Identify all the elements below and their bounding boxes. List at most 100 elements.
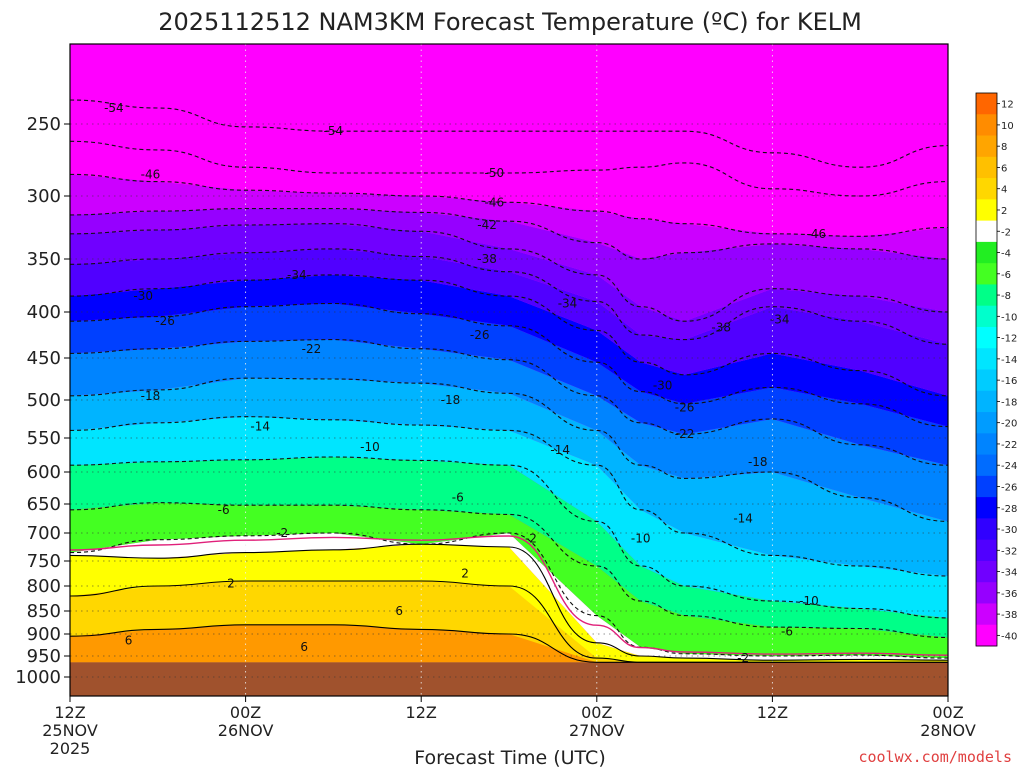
pressure-tick-label: 450	[27, 348, 61, 369]
isotherm-line	[69, 543, 949, 661]
isotherm-line	[69, 302, 949, 428]
isotherm-label-text: -30	[133, 289, 153, 303]
isotherm-line	[69, 274, 949, 397]
colorbar-swatch	[976, 454, 997, 477]
isotherm-label: -50	[485, 166, 505, 180]
pressure-tick-label: 550	[27, 428, 61, 449]
temperature-band	[70, 378, 948, 576]
warm-layer-shading	[70, 581, 948, 663]
credit-link[interactable]: coolwx.com/models	[858, 748, 1012, 766]
colorbar-label: -22	[1001, 440, 1017, 451]
isotherm-label-text: 2	[461, 567, 469, 581]
isotherm-label: -46	[485, 195, 505, 209]
chart-title: 2025112512 NAM3KM Forecast Temperature (…	[158, 8, 862, 36]
isotherm-label-text: -26	[155, 314, 175, 328]
date-tick-label: 27NOV	[569, 721, 625, 740]
colorbar-label: -2	[1001, 227, 1011, 238]
colorbar-swatch	[976, 135, 997, 158]
temperature-band	[70, 457, 948, 638]
colorbar-swatch	[976, 369, 997, 392]
isotherm-label-text: -34	[558, 297, 578, 311]
isotherm-label: -34	[558, 297, 578, 311]
colorbar-frame	[975, 92, 998, 647]
isotherm-label-text: 6	[125, 634, 133, 648]
isotherm-label-text: -2	[525, 532, 537, 546]
temperature-band	[70, 303, 948, 466]
isotherm-label: -34	[770, 312, 790, 326]
isotherm-line	[69, 502, 949, 639]
colorbar-swatch	[976, 93, 997, 115]
colorbar-label: -40	[1001, 631, 1017, 642]
colorbar-swatch	[976, 560, 997, 583]
isotherm-line	[69, 456, 949, 619]
isotherm-label: -26	[470, 328, 490, 342]
isotherm-label: -26	[675, 401, 695, 415]
isotherm-label-text: -30	[653, 379, 673, 393]
colorbar-label: -36	[1001, 589, 1017, 600]
time-tick-label: 00Z	[581, 703, 612, 722]
colorbar-label: -30	[1001, 525, 1017, 536]
pressure-tick-label: 400	[27, 302, 61, 323]
temperature-band	[70, 248, 948, 396]
isotherm-line	[69, 99, 949, 168]
isotherm-contours	[69, 99, 949, 663]
temperature-band	[70, 174, 948, 259]
isotherm-label: -22	[675, 427, 695, 441]
pressure-tick-label: 700	[27, 523, 61, 544]
temperature-band	[70, 141, 948, 237]
isotherm-label-text: -6	[452, 491, 464, 505]
isotherm-label: -22	[302, 342, 322, 356]
isotherm-label: -10	[631, 532, 651, 546]
temperature-band	[70, 100, 948, 196]
isotherm-label-text: -2	[737, 651, 749, 665]
pressure-tick-label: 300	[27, 186, 61, 207]
pressure-tick-label: 850	[27, 601, 61, 622]
colorbar-swatch	[976, 241, 997, 264]
isotherm-label-text: -46	[485, 195, 505, 209]
colorbar-swatch	[976, 497, 997, 519]
colorbar-swatch	[976, 305, 997, 328]
isotherm-label: 6	[125, 634, 133, 648]
ground-layer	[70, 662, 948, 696]
pressure-tick-label: 900	[27, 624, 61, 645]
colorbar-label: -32	[1001, 546, 1017, 557]
isotherm-label: -10	[799, 594, 819, 608]
colorbar-swatch	[976, 348, 997, 370]
date-tick-label: 28NOV	[920, 721, 976, 740]
isotherm-label-text: -14	[550, 443, 570, 457]
isotherm-label-text: -10	[360, 440, 380, 454]
colorbar-swatch	[976, 178, 997, 200]
isotherm-labels: -54-54-46 -50-46-42-46-38-34-30-34-26 -34-…	[104, 101, 826, 665]
isotherm-label: 6	[395, 604, 403, 618]
time-tick-label: 00Z	[932, 703, 963, 722]
isotherm-label: -6	[452, 491, 464, 505]
year-tick-label: 2025	[50, 739, 91, 758]
pressure-tick-label: 1000	[15, 667, 61, 688]
isotherm-label-text: -54	[104, 101, 124, 115]
temperature-band	[70, 416, 948, 618]
temperature-band	[70, 533, 948, 661]
isotherm-label: -42	[477, 218, 497, 232]
isotherm-label-text: -10	[799, 594, 819, 608]
colorbar-swatch	[976, 475, 997, 498]
pressure-tick-label: 950	[27, 646, 61, 667]
isotherm-label-text: 6	[300, 640, 308, 654]
isotherm-line	[69, 173, 949, 237]
isotherm-label: -38	[711, 321, 731, 335]
isotherm-line	[69, 140, 949, 197]
isotherm-line	[69, 416, 949, 577]
colorbar-swatch	[976, 114, 997, 136]
colorbar-label: -38	[1001, 610, 1017, 621]
pressure-tick-label: 750	[27, 551, 61, 572]
pressure-tick-label: 600	[27, 462, 61, 483]
colorbar-label: -6	[1001, 270, 1011, 281]
isotherm-label: 2	[461, 567, 469, 581]
isotherm-line	[69, 377, 949, 522]
isotherm-label-text: -38	[711, 321, 731, 335]
isotherm-label-text: -2	[276, 526, 288, 540]
pressure-tick-label: 250	[27, 114, 61, 135]
date-tick-label: 26NOV	[218, 721, 274, 740]
isotherm-label: -18	[141, 389, 161, 403]
colorbar-label: 4	[1001, 185, 1007, 196]
